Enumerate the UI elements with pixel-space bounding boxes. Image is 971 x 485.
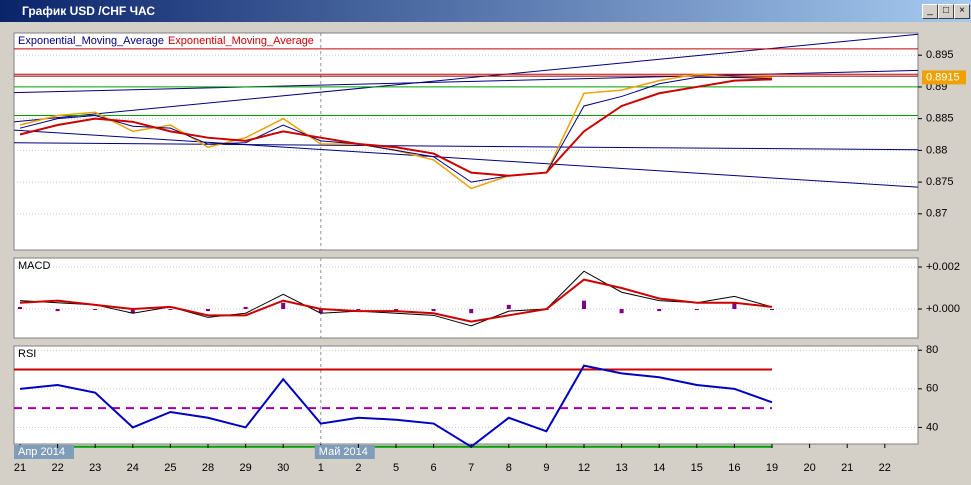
- x-tick-label: 24: [127, 462, 139, 474]
- x-tick-label: 1: [318, 462, 324, 474]
- y-tick-label: 60: [926, 383, 938, 395]
- histogram-bar: [694, 309, 699, 311]
- histogram-bar: [206, 309, 210, 312]
- period-label-box: [14, 445, 74, 459]
- x-tick-label: 19: [766, 462, 778, 474]
- x-tick-label: 9: [543, 462, 549, 474]
- x-axis-strip: [14, 458, 918, 478]
- histogram-bar: [281, 302, 286, 310]
- series-line: [19, 270, 773, 327]
- y-tick-label: +0.002: [926, 261, 960, 273]
- y-tick-label: 0.875: [926, 176, 954, 188]
- y-tick-label: 0.87: [926, 208, 947, 220]
- trend-line: [13, 142, 919, 151]
- chart: 0.870.8750.880.8850.890.895Exponential_M…: [13, 32, 966, 478]
- histogram-bar: [55, 309, 60, 312]
- histogram-bar: [394, 309, 398, 312]
- x-tick-label: 23: [89, 462, 101, 474]
- maximize-button[interactable]: □: [938, 4, 954, 19]
- y-tick-label: 40: [926, 421, 938, 433]
- x-tick-label: 16: [728, 462, 740, 474]
- x-tick-label: 7: [468, 462, 474, 474]
- histogram-bar: [582, 300, 586, 310]
- histogram-bar: [506, 304, 511, 310]
- x-tick-label: 25: [164, 462, 176, 474]
- x-tick-label: 15: [691, 462, 703, 474]
- series-line: [19, 76, 773, 183]
- histogram-bar: [130, 309, 135, 314]
- period-label-box: [314, 445, 375, 459]
- histogram-bar: [619, 309, 624, 314]
- histogram-bar: [431, 309, 436, 312]
- panel: [13, 32, 919, 251]
- period-label: Апр 2014: [18, 446, 65, 458]
- histogram-bar: [469, 309, 474, 314]
- x-tick-label: 29: [239, 462, 251, 474]
- panel: [13, 257, 919, 339]
- panel-title: RSI: [18, 348, 36, 360]
- x-tick-label: 8: [506, 462, 512, 474]
- legend-entry: Exponential_Moving_Average: [18, 35, 164, 47]
- histogram-bar: [657, 309, 662, 312]
- x-tick-label: 14: [653, 462, 665, 474]
- histogram-bar: [356, 309, 361, 311]
- x-tick-label: 5: [393, 462, 399, 474]
- histogram-bar: [93, 309, 98, 311]
- x-tick-label: 22: [51, 462, 63, 474]
- histogram-bar: [243, 306, 248, 310]
- trend-line: [13, 129, 919, 188]
- x-tick-label: 28: [202, 462, 214, 474]
- x-tick-label: 20: [803, 462, 815, 474]
- x-tick-label: 21: [14, 462, 26, 474]
- x-tick-label: 13: [615, 462, 627, 474]
- series-line: [19, 78, 773, 177]
- legend-entry: Exponential_Moving_Average: [168, 35, 314, 47]
- y-tick-label: 0.88: [926, 144, 947, 156]
- x-tick-label: 2: [355, 462, 361, 474]
- x-tick-label: 30: [277, 462, 289, 474]
- series-line: [19, 278, 773, 323]
- minimize-button[interactable]: _: [922, 4, 938, 19]
- x-tick-label: 22: [879, 462, 891, 474]
- histogram-bar: [168, 309, 173, 311]
- series-line: [19, 364, 773, 448]
- histogram-bar: [318, 309, 323, 314]
- histogram-bar: [732, 302, 737, 310]
- y-tick-label: 80: [926, 344, 938, 356]
- x-tick-label: 21: [841, 462, 853, 474]
- last-price-label: 0.8915: [926, 71, 960, 83]
- histogram-bar: [770, 309, 774, 311]
- title-bar: График USD /CHF ЧАС _ □ ×: [0, 0, 971, 22]
- panel-title: MACD: [18, 260, 50, 272]
- y-tick-label: 0.885: [926, 113, 954, 125]
- x-tick-label: 6: [431, 462, 437, 474]
- y-tick-label: 0.895: [926, 49, 954, 61]
- window-title: График USD /CHF ЧАС: [22, 4, 156, 18]
- y-tick-label: +0.000: [926, 303, 960, 315]
- period-label: Май 2014: [319, 446, 368, 458]
- x-tick-label: 12: [578, 462, 590, 474]
- close-button[interactable]: ×: [954, 4, 970, 19]
- last-price-box: [922, 70, 966, 85]
- histogram-bar: [18, 306, 22, 310]
- panel: [13, 345, 919, 445]
